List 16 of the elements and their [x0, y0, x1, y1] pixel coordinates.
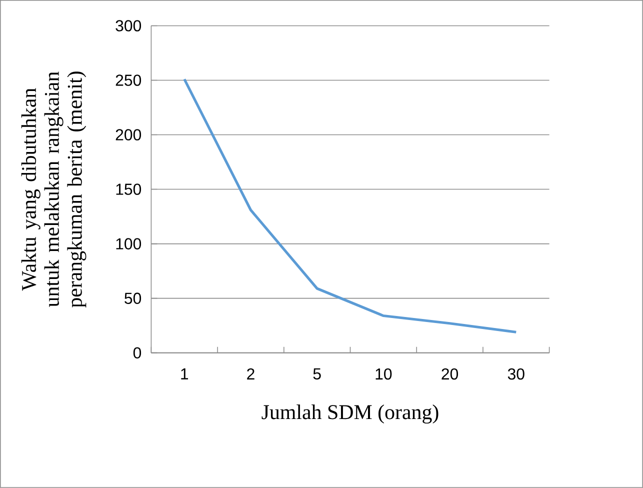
x-tick-label: 2 [247, 368, 254, 380]
y-tick-label: 200 [116, 129, 142, 140]
x-axis-title: Jumlah SDM (orang) [262, 404, 438, 424]
y-tick-label: 300 [116, 20, 142, 32]
x-tick-label: 10 [376, 368, 392, 380]
x-tick-label: 5 [313, 368, 321, 380]
y-tick-label: 100 [116, 238, 142, 250]
y-tick-label: 150 [116, 184, 142, 195]
x-tick-label: 20 [442, 368, 458, 380]
y-tick-label: 250 [116, 74, 142, 86]
line-series [183, 78, 518, 334]
x-tick-label: 1 [181, 368, 188, 380]
x-tick-label: 30 [508, 368, 524, 380]
y-axis-title: Waktu yang dibutuhkan untuk melakukan rangkaian perangkuman berita (menit) [21, 72, 86, 308]
y-tick-label: 0 [133, 347, 142, 359]
y-tick-label: 50 [124, 292, 142, 304]
